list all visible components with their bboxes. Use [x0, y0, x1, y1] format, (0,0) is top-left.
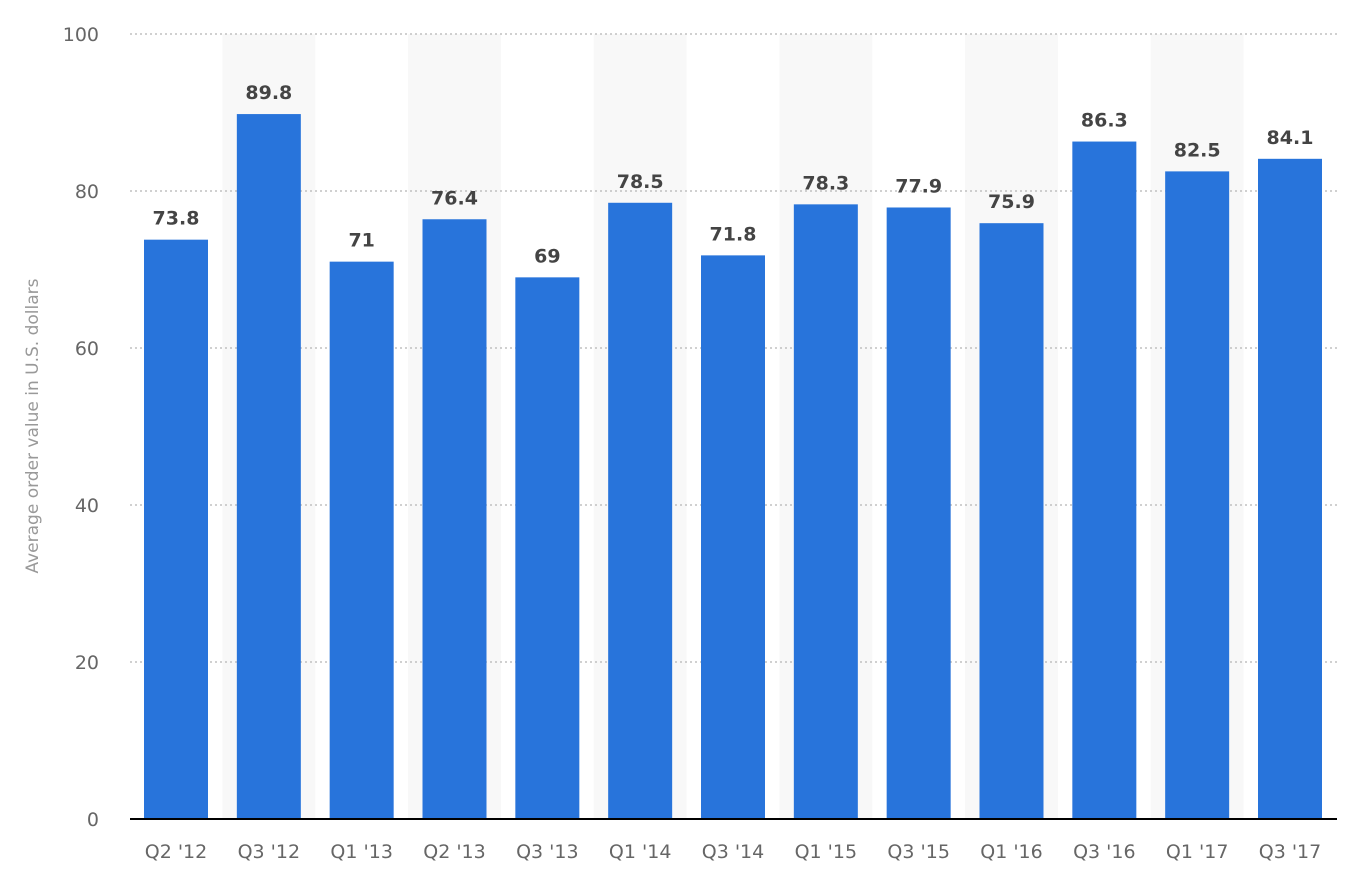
data-label: 84.1 [1267, 127, 1314, 149]
x-tick-label: Q3 '16 [1073, 841, 1135, 863]
x-tick-label: Q3 '12 [238, 841, 300, 863]
bar[interactable] [979, 223, 1044, 819]
x-tick-label: Q1 '16 [980, 841, 1042, 863]
x-axis-ticks: Q2 '12 Q3 '12 Q1 '13 Q2 '13 Q3 '13 Q1 '14 Q3 '… [145, 841, 1321, 863]
x-tick-label: Q1 '13 [330, 841, 392, 863]
data-label: 77.9 [895, 175, 942, 197]
data-label: 71 [348, 230, 374, 252]
x-tick-label: Q3 '14 [702, 841, 764, 863]
y-tick-label: 40 [75, 495, 99, 517]
bars [144, 114, 1322, 820]
data-label: 78.5 [617, 171, 664, 193]
data-label: 71.8 [710, 223, 757, 245]
y-tick-label: 0 [87, 809, 99, 831]
bar[interactable] [1258, 158, 1322, 819]
data-labels: 73.8 89.8 71 76.4 69 78.5 71.8 78.3 77.9 75.9 86.3… [153, 82, 1314, 267]
bar[interactable] [1072, 141, 1137, 820]
x-tick-label: Q1 '14 [609, 841, 671, 863]
y-tick-label: 20 [75, 652, 99, 674]
bar[interactable] [236, 114, 301, 819]
x-tick-label: Q3 '17 [1259, 841, 1321, 863]
bar[interactable] [793, 204, 858, 820]
data-label: 82.5 [1174, 139, 1221, 161]
bar[interactable] [1165, 171, 1230, 819]
x-tick-label: Q3 '13 [516, 841, 578, 863]
data-label: 73.8 [153, 208, 200, 230]
x-tick-label: Q1 '17 [1166, 841, 1228, 863]
bar[interactable] [701, 255, 765, 819]
y-tick-label: 100 [63, 24, 99, 46]
data-label: 76.4 [431, 187, 478, 209]
y-axis-ticks: 0 20 40 60 80 100 [63, 24, 99, 831]
y-tick-label: 60 [75, 338, 99, 360]
bar[interactable] [608, 202, 673, 819]
data-label: 69 [534, 245, 560, 267]
x-tick-label: Q2 '12 [145, 841, 207, 863]
bar[interactable] [886, 207, 951, 820]
x-tick-label: Q2 '13 [423, 841, 485, 863]
bar[interactable] [329, 261, 394, 819]
bar[interactable] [422, 219, 487, 819]
x-tick-label: Q3 '15 [887, 841, 949, 863]
y-tick-label: 80 [75, 181, 99, 203]
x-tick-label: Q1 '15 [795, 841, 857, 863]
data-label: 89.8 [245, 82, 292, 104]
data-label: 75.9 [988, 191, 1035, 213]
bar[interactable] [144, 239, 208, 820]
data-label: 86.3 [1081, 110, 1128, 132]
bar[interactable] [515, 277, 580, 820]
y-axis-title: Average order value in U.S. dollars [23, 278, 43, 573]
data-label: 78.3 [802, 172, 849, 194]
